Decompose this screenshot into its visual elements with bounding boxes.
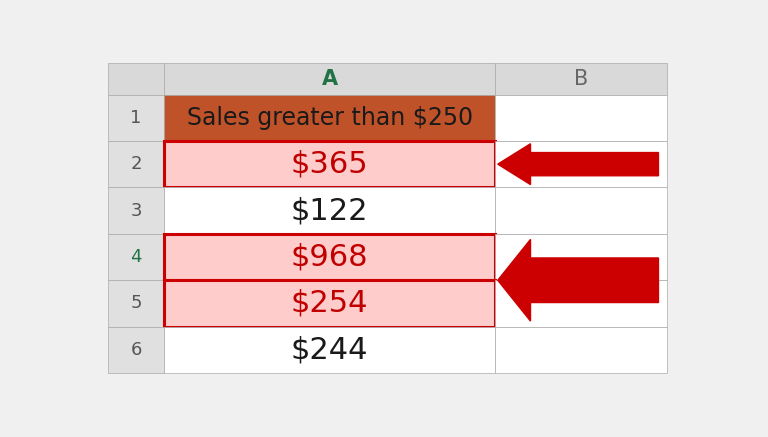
Polygon shape xyxy=(498,239,658,321)
Bar xyxy=(108,327,164,373)
Text: 1: 1 xyxy=(131,109,142,127)
Bar xyxy=(164,280,495,327)
Bar xyxy=(164,62,495,94)
Bar xyxy=(108,280,164,327)
Text: 5: 5 xyxy=(131,295,142,312)
Bar xyxy=(495,234,667,280)
Text: $365: $365 xyxy=(291,149,369,179)
Text: 3: 3 xyxy=(131,201,142,219)
Bar xyxy=(108,62,164,94)
Text: A: A xyxy=(322,69,338,89)
Bar xyxy=(495,280,667,327)
Bar xyxy=(108,187,164,234)
Bar xyxy=(164,94,495,141)
Bar xyxy=(164,187,495,234)
Bar xyxy=(495,327,667,373)
Text: 2: 2 xyxy=(131,155,142,173)
Bar xyxy=(164,327,495,373)
Bar xyxy=(108,234,164,280)
Text: Sales greater than $250: Sales greater than $250 xyxy=(187,106,472,130)
Text: B: B xyxy=(574,69,588,89)
Text: 4: 4 xyxy=(131,248,142,266)
Bar xyxy=(495,62,667,94)
Bar xyxy=(495,141,667,187)
Bar xyxy=(108,94,164,141)
Bar xyxy=(108,141,164,187)
Bar xyxy=(495,94,667,141)
Text: $244: $244 xyxy=(291,335,369,364)
Text: 6: 6 xyxy=(131,341,142,359)
Bar xyxy=(164,234,495,280)
Polygon shape xyxy=(498,144,658,184)
Text: $122: $122 xyxy=(291,196,369,225)
Bar xyxy=(164,141,495,187)
Text: $968: $968 xyxy=(291,243,369,271)
Text: $254: $254 xyxy=(291,289,369,318)
Bar xyxy=(495,187,667,234)
